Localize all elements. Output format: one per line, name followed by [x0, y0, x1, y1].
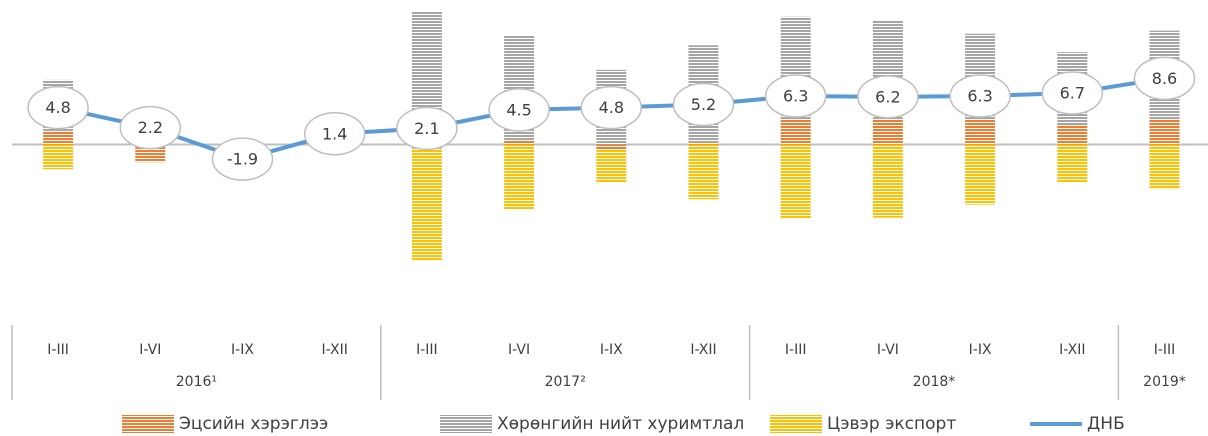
label-bubble	[949, 74, 1011, 118]
data-label: 5.2	[691, 95, 716, 114]
legend-swatch	[440, 415, 492, 433]
label-bubble	[1133, 56, 1196, 101]
x-tick-label: I-III	[1154, 342, 1176, 358]
x-tick-label: I-XII	[322, 342, 348, 358]
x-tick-label: I-XII	[1059, 342, 1085, 358]
label-bubble	[580, 85, 643, 130]
x-tick-label: I-III	[416, 342, 438, 358]
label-bubble	[857, 75, 919, 119]
bar	[688, 144, 719, 200]
bar	[1057, 124, 1088, 145]
bar	[872, 119, 903, 145]
group-label: 2016¹	[176, 374, 217, 390]
label-bubble	[672, 82, 735, 127]
label-bubble	[211, 137, 274, 181]
bar	[965, 144, 996, 205]
bar	[411, 148, 442, 260]
bar	[596, 144, 627, 150]
legend-swatch	[122, 415, 174, 433]
x-tick-label: I-IX	[600, 342, 623, 358]
legend-label: ДНБ	[1087, 414, 1125, 434]
bar	[1057, 144, 1088, 183]
bar	[135, 144, 166, 163]
label-bubble	[396, 106, 458, 151]
label-bubble	[27, 85, 89, 130]
bar	[1149, 144, 1180, 190]
data-label: 4.8	[45, 98, 70, 117]
data-label: 4.8	[599, 98, 624, 117]
label-bubble	[488, 88, 550, 132]
legend-label: Хөрөнгийн нийт хуримтлал	[497, 414, 744, 434]
x-tick-label: I-VI	[877, 342, 899, 358]
label-bubble	[764, 74, 827, 118]
bar	[965, 119, 996, 145]
data-label: 8.6	[1152, 69, 1177, 88]
data-label: 6.7	[1060, 83, 1085, 102]
data-label: 1.4	[322, 124, 347, 143]
bar	[596, 149, 627, 183]
data-label: 6.3	[783, 87, 808, 106]
data-label: 2.1	[414, 119, 439, 138]
legend-swatch	[770, 415, 822, 433]
x-tick-label: I-VI	[139, 342, 161, 358]
legend-label: Цэвэр экспорт	[827, 414, 956, 434]
data-label: -1.9	[227, 150, 258, 169]
data-label: 2.2	[138, 118, 163, 137]
x-tick-label: I-IX	[969, 342, 992, 358]
label-bubble	[303, 112, 366, 156]
data-label: 6.2	[875, 87, 900, 106]
bar	[780, 144, 811, 219]
x-tick-label: I-XII	[690, 342, 716, 358]
x-tick-label: I-VI	[508, 342, 530, 358]
group-label: 2017²	[545, 374, 586, 390]
group-label: 2019*	[1143, 374, 1186, 390]
bar	[1149, 119, 1180, 145]
bar	[688, 142, 719, 145]
group-label: 2018*	[913, 374, 956, 390]
x-tick-label: I-III	[47, 342, 69, 358]
bar	[43, 130, 74, 145]
legend-label: Эцсийн хэрэглээ	[179, 414, 328, 434]
label-bubble	[119, 105, 182, 150]
bar	[504, 144, 535, 210]
data-label: 4.5	[506, 100, 531, 119]
data-label: 6.3	[967, 87, 992, 106]
bar	[43, 144, 74, 170]
bar	[780, 119, 811, 145]
bar	[504, 140, 535, 145]
x-tick-label: I-III	[785, 342, 807, 358]
bar	[872, 144, 903, 218]
label-bubble	[1041, 71, 1104, 115]
x-tick-label: I-IX	[231, 342, 254, 358]
